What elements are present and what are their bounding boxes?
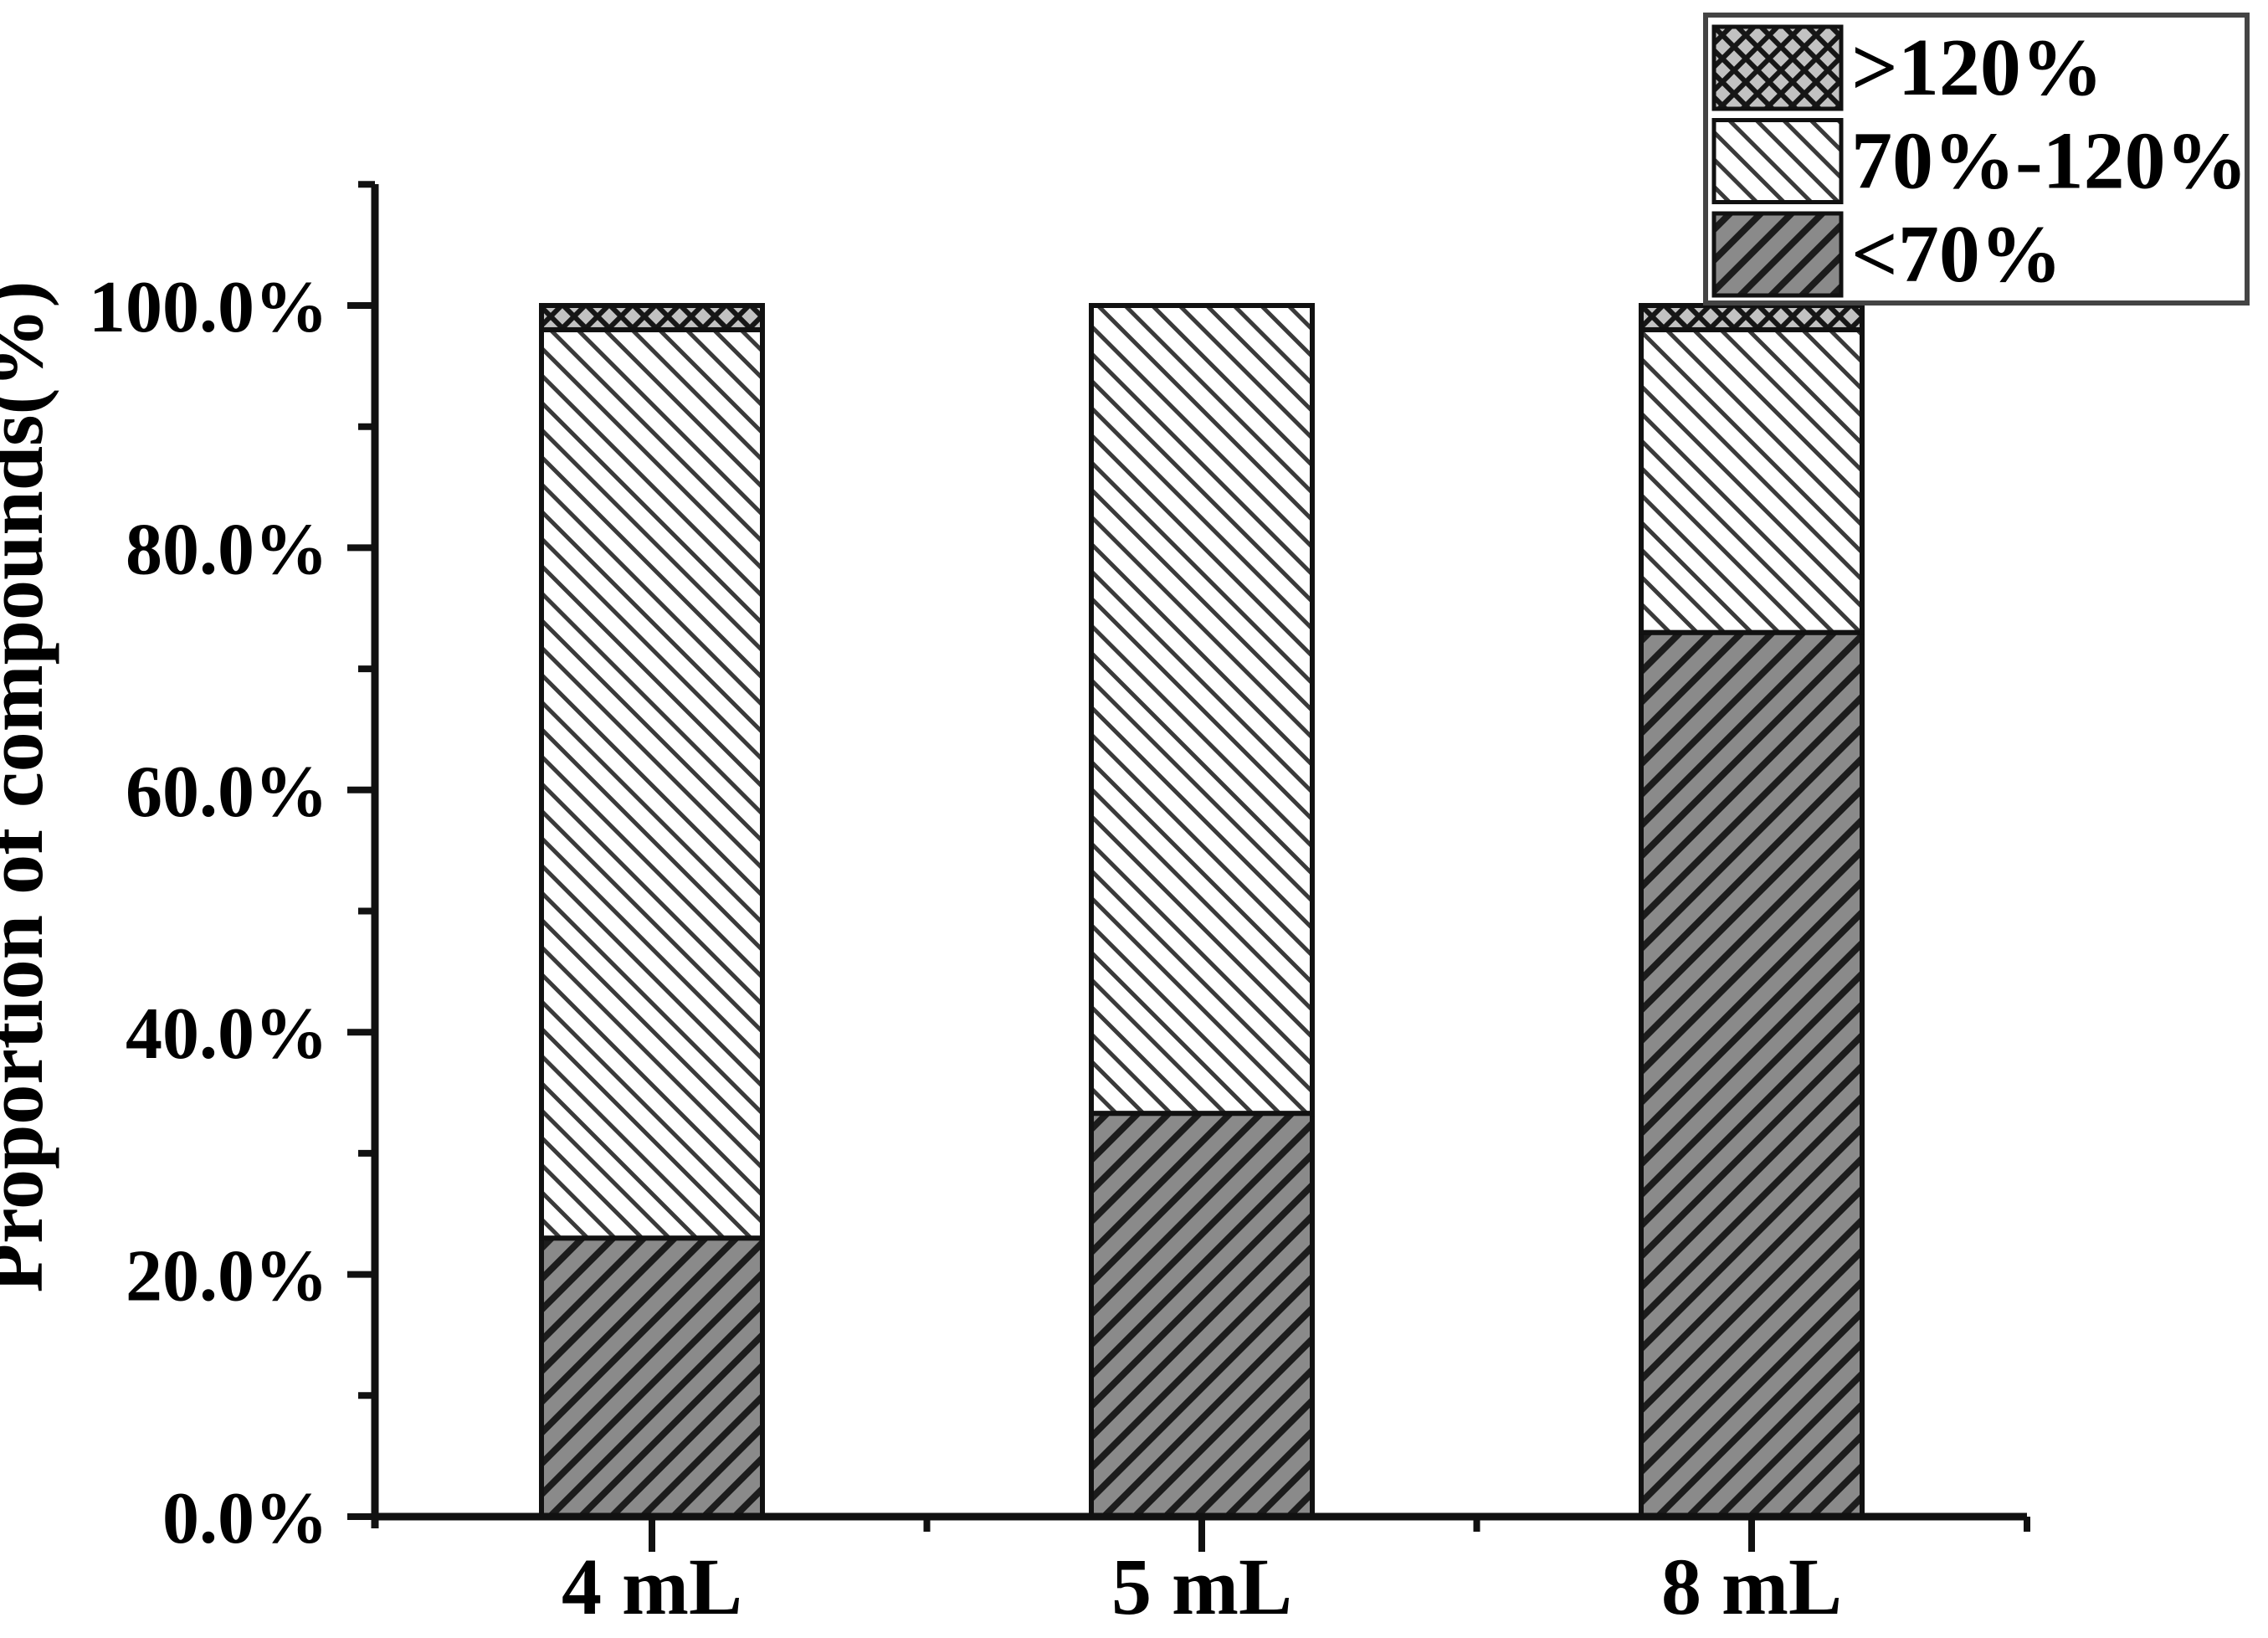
bar-segment (1089, 1111, 1315, 1520)
x-tick-labels-group: 4 mL 5 mL 8 mL (562, 1542, 1842, 1631)
legend-swatch-crosshatch (1711, 24, 1844, 111)
x-ticks-group (649, 1517, 1755, 1552)
bar-segment (1639, 303, 1865, 332)
x-tick-label: 8 mL (1661, 1542, 1842, 1631)
legend-rows: >120%70%-120%<70% (1711, 23, 2248, 300)
bar-segment (539, 326, 765, 1241)
legend-swatch-diagonal-back (1711, 118, 1844, 204)
legend-label: >120% (1851, 23, 2103, 113)
y-tick-label: 80.0% (126, 509, 328, 590)
bar-segment (539, 1235, 765, 1519)
legend-swatch-diagonal-forward (1711, 211, 1844, 298)
y-axis-title: Proportion of compounds(%) (0, 281, 59, 1293)
y-ticks-group (347, 181, 375, 1520)
y-tick-labels-group: 0.0% 20.0% 40.0% 60.0% 80.0% 100.0% (89, 267, 328, 1559)
x-tick-label: 4 mL (562, 1542, 742, 1631)
bars-group (539, 303, 1865, 1520)
bar-segment (539, 303, 765, 332)
y-tick-label: 0.0% (162, 1478, 328, 1559)
legend-label: <70% (1851, 209, 2062, 300)
legend: >120%70%-120%<70% (1703, 13, 2250, 306)
legend-label: 70%-120% (1851, 116, 2248, 207)
bar-segment (1639, 326, 1865, 635)
bar-segment (1639, 629, 1865, 1520)
y-tick-label: 40.0% (126, 994, 328, 1075)
bar-segment (1089, 303, 1315, 1117)
x-tick-label: 5 mL (1111, 1542, 1292, 1631)
y-tick-label: 60.0% (126, 752, 328, 833)
y-tick-label: 100.0% (89, 267, 328, 348)
y-tick-label: 20.0% (126, 1236, 328, 1317)
